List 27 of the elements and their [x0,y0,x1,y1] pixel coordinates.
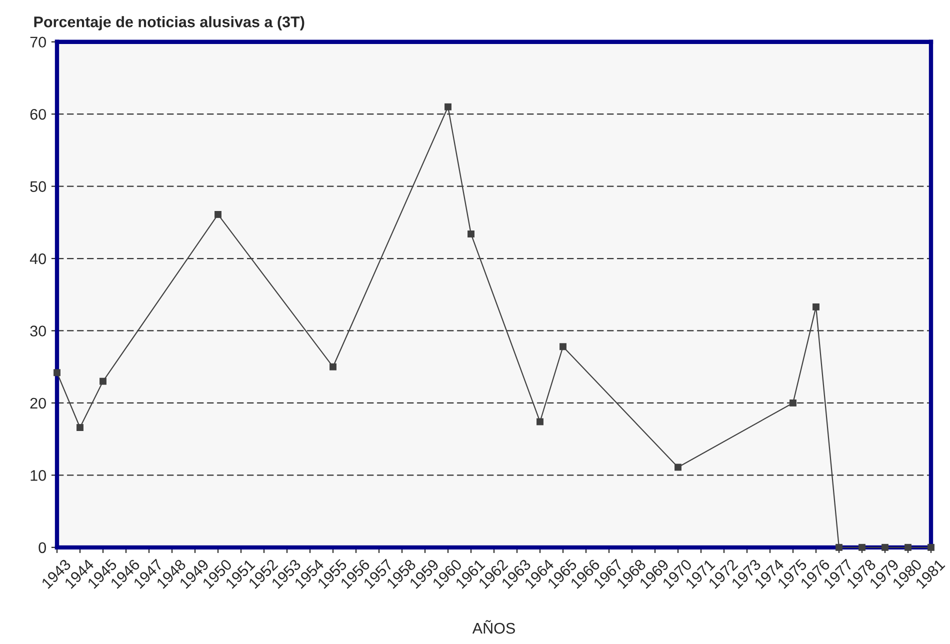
y-tick-label: 70 [30,36,46,48]
point [858,544,866,551]
point [468,230,474,238]
point [882,544,888,551]
point [330,363,336,370]
y-tick-label: 60 [30,108,46,120]
point [790,399,796,406]
point [76,424,84,431]
chart-title: Porcentaje de noticias alusivas a (3T) [34,16,304,30]
point [812,303,820,310]
y-tick-label: 50 [30,181,46,192]
y-tick-label: 40 [30,253,46,264]
y-tick-label: 30 [30,326,46,336]
point [444,103,452,110]
y-tick-label: 0 [38,542,46,554]
x-axis-title: AÑOS [472,620,515,634]
point [536,418,544,426]
point [928,544,934,551]
point [100,378,106,385]
point [214,210,222,218]
y-tick-label: 20 [30,398,46,409]
point [54,369,60,376]
y-tick-label: 10 [30,470,46,481]
point [836,544,842,551]
point [674,464,682,471]
point [560,343,566,350]
point [904,544,912,551]
